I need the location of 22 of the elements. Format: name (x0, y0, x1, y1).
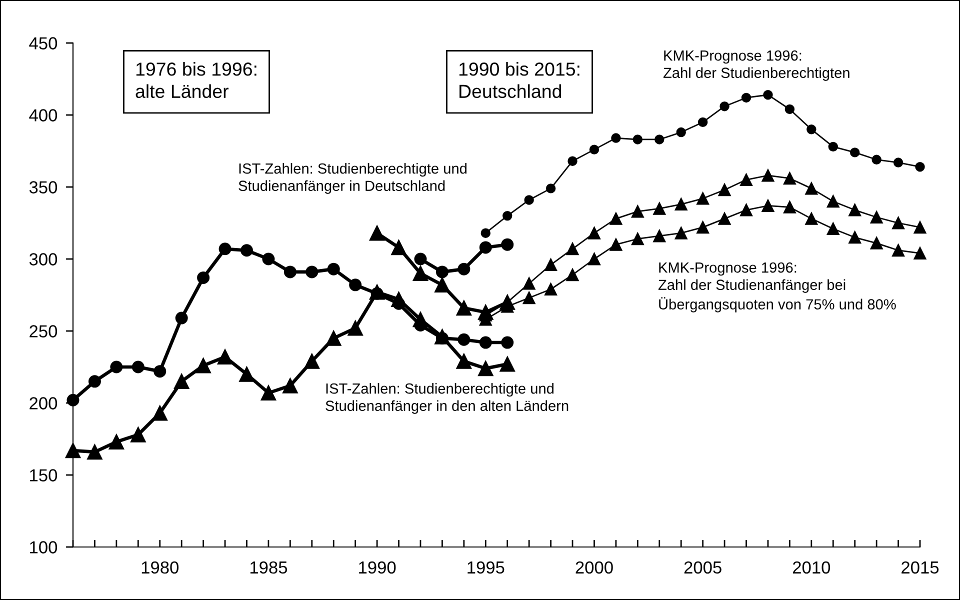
y-tick-label: 300 (29, 253, 58, 266)
y-tick-label: 350 (29, 181, 58, 194)
annotation: IST-Zahlen: Studienberechtigte und Studienanfänger in den alten Ländern (326, 383, 568, 414)
x-tick-label: 2010 (792, 561, 830, 574)
y-tick-label: 200 (30, 397, 58, 410)
annotation: KMK-Prognose 1996: Zahl der Studienanfänger bei Übergangsquoten von 75% und 80% (658, 262, 896, 312)
annotation: KMK-Prognose 1996: Zahl der Studienberechtigten (663, 50, 850, 81)
x-tick-label: 2000 (576, 561, 613, 574)
y-tick-label: 250 (30, 325, 58, 338)
y-tick-label: 150 (30, 469, 58, 482)
x-tick-label: 2005 (684, 561, 722, 574)
x-tick-label: 1980 (142, 561, 179, 574)
annotation: 1990 bis 2015: Deutschland (459, 62, 580, 98)
y-tick-label: 100 (30, 541, 58, 554)
x-tick-label: 2015 (902, 561, 939, 574)
annotation: IST-Zahlen: Studienberechtigte und Studienanfänger in Deutschland (238, 163, 466, 194)
x-tick-label: 1985 (250, 561, 288, 574)
x-tick-label: 1990 (359, 561, 396, 574)
y-tick-label: 450 (29, 37, 58, 50)
y-tick-label: 400 (29, 109, 58, 122)
x-tick-label: 1995 (468, 561, 504, 574)
annotation: 1976 bis 1996: alte Länder (136, 62, 256, 98)
